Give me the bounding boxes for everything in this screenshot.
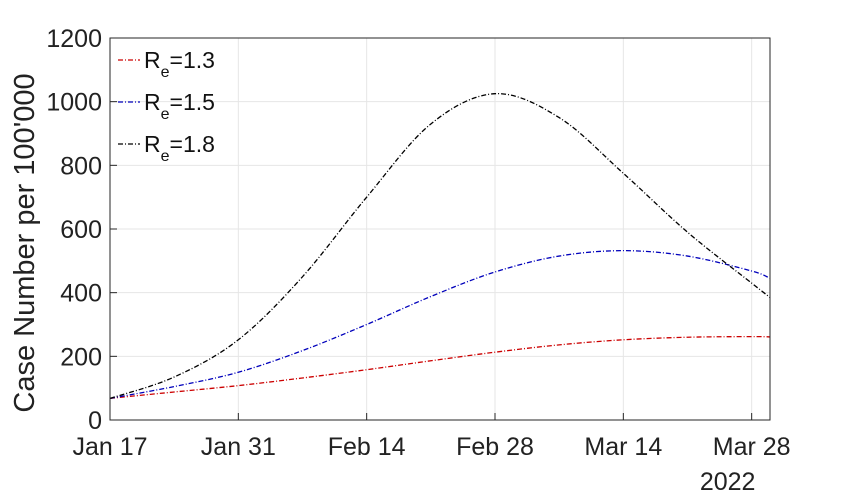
x-tick-label: Jan 31 [201, 433, 276, 461]
y-tick-label: 1200 [46, 25, 102, 53]
x-tick-label: Jan 17 [72, 433, 147, 461]
y-tick-label: 200 [60, 343, 102, 371]
y-tick-label: 400 [60, 280, 102, 308]
y-tick-label: 600 [60, 216, 102, 244]
x-tick-label: Mar 14 [584, 433, 662, 461]
legend-label-3: Re=1.8 [144, 131, 215, 165]
legend-label-1: Re=1.3 [144, 47, 215, 81]
x-axis-ticks: Jan 17 Jan 31 Feb 14 Feb 28 Mar 14 Mar 28 [72, 413, 791, 461]
legend: Re=1.3 Re=1.5 Re=1.8 [118, 47, 215, 165]
y-tick-label: 1000 [46, 89, 102, 117]
y-tick-label: 800 [60, 152, 102, 180]
series-line-1 [109, 335, 771, 399]
series-line-3 [109, 93, 771, 399]
x-tick-label: Feb 14 [328, 433, 406, 461]
y-axis-ticks: 0 200 400 600 800 1000 1200 [46, 25, 117, 435]
x-tick-label: Mar 28 [713, 433, 791, 461]
y-axis-label: Case Number per 100'000 [9, 73, 41, 412]
x-tick-label: Feb 28 [456, 433, 534, 461]
x-axis-year-label: 2022 [700, 468, 756, 496]
series-lines [109, 93, 771, 399]
series-line-2 [109, 249, 771, 399]
legend-label-2: Re=1.5 [144, 89, 215, 123]
y-tick-label: 0 [88, 407, 102, 435]
